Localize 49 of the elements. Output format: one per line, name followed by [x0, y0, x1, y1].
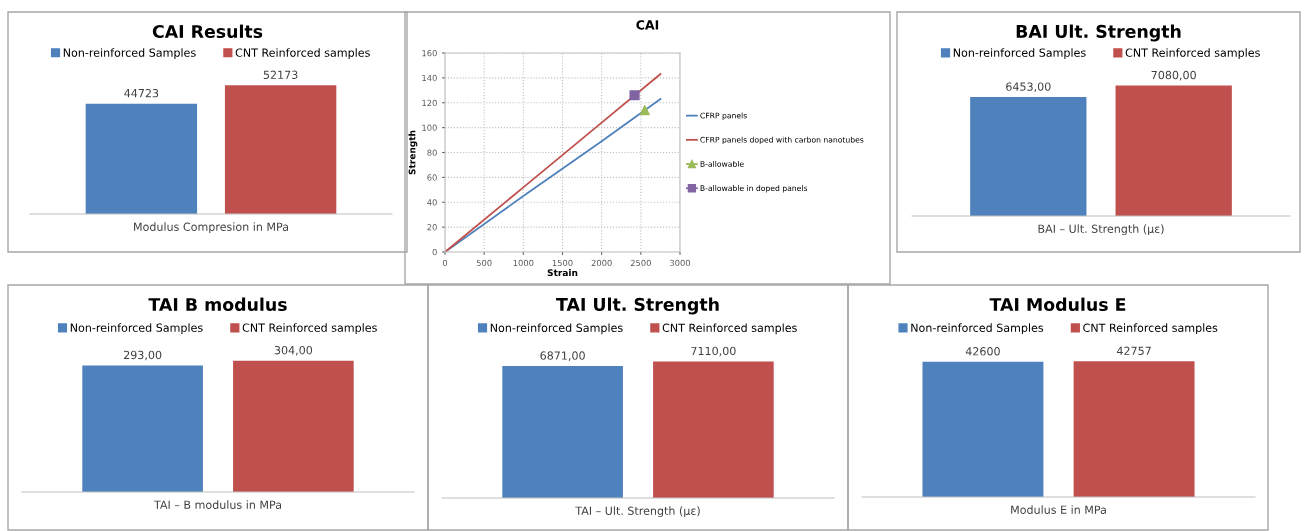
- x-axis-title: TAI – Ult. Strength (με): [575, 506, 700, 518]
- legend-label: CNT Reinforced samples: [1125, 48, 1260, 59]
- x-axis-title: BAI – Ult. Strength (με): [1038, 224, 1164, 236]
- x-axis-title: Strain: [547, 269, 578, 277]
- y-tick-label: 0: [432, 248, 437, 256]
- x-tick-label: 500: [476, 259, 492, 267]
- y-tick-label: 60: [427, 174, 437, 181]
- legend-label: CNT Reinforced samples: [1083, 323, 1218, 335]
- chart-title: TAI Ult. Strength: [556, 297, 719, 315]
- y-axis-title: Strength: [408, 130, 418, 175]
- x-axis-title: Modulus Compresion in MPa: [134, 222, 288, 234]
- legend-label: Non-reinforced Samples: [911, 323, 1044, 335]
- data-label: 42600: [965, 347, 1000, 356]
- x-tick-label: 2000: [591, 259, 612, 267]
- legend-label: Non-reinforced Samples: [490, 323, 623, 335]
- data-label: 52173: [263, 70, 298, 79]
- legend-label: Non-reinforced Samples: [70, 323, 203, 335]
- x-tick-label: 1000: [513, 259, 534, 267]
- x-axis-title: Modulus E in MPa: [1011, 505, 1106, 514]
- chart-title: BAI Ult. Strength: [1016, 24, 1181, 42]
- data-label: 44723: [124, 88, 159, 98]
- y-tick-label: 140: [422, 74, 437, 82]
- data-label: 293,00: [123, 350, 162, 361]
- chart-title: CAI Results: [152, 24, 263, 39]
- y-tick-label: 40: [427, 199, 437, 206]
- legend-label: Non-reinforced Samples: [63, 48, 196, 59]
- y-tick-label: 120: [422, 99, 437, 107]
- data-label: 7080,00: [1151, 70, 1196, 81]
- chart-title: TAI Modulus E: [989, 297, 1126, 312]
- data-label: 42757: [1116, 346, 1151, 356]
- data-label: 304,00: [274, 345, 313, 356]
- x-tick-label: 2500: [630, 259, 651, 267]
- legend-label: Non-reinforced Samples: [953, 48, 1086, 59]
- x-tick-label: 1500: [552, 259, 573, 267]
- legend-label: CNT Reinforced samples: [242, 323, 377, 335]
- x-tick-label: 0: [442, 259, 448, 267]
- data-label: 6871,00: [540, 351, 585, 361]
- legend-label: CNT Reinforced samples: [662, 323, 797, 335]
- data-label: 6453,00: [1006, 82, 1051, 92]
- x-tick-label: 3000: [670, 259, 691, 267]
- x-axis-title: TAI – B modulus in MPa: [153, 500, 281, 509]
- data-label: 7110,00: [691, 346, 736, 357]
- chart-title: TAI B modulus: [148, 297, 287, 312]
- chart-title: CAI: [636, 20, 659, 30]
- y-tick-label: 100: [422, 124, 437, 131]
- y-tick-label: 80: [427, 149, 437, 156]
- y-tick-label: 20: [427, 224, 437, 231]
- legend-label: CNT Reinforced samples: [235, 48, 370, 59]
- y-tick-label: 160: [422, 49, 437, 57]
